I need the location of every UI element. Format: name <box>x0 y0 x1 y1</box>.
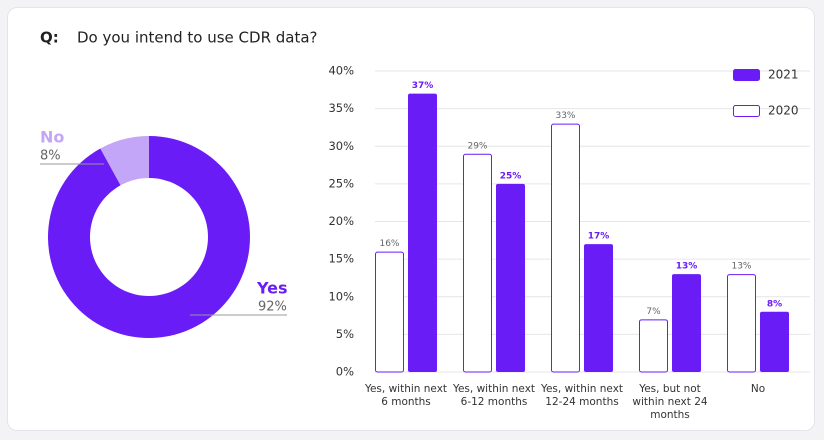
bar <box>463 153 492 373</box>
slice-name: No <box>40 128 64 147</box>
y-tick-label: 15% <box>328 252 354 266</box>
legend-label: 2021 <box>768 68 799 82</box>
bar <box>639 319 668 373</box>
x-tick-label: Yes, within next 12-24 months <box>540 383 624 408</box>
bar <box>375 251 404 373</box>
donut-slice <box>100 136 149 186</box>
bar-value-label: 25% <box>500 171 522 181</box>
y-tick-label: 35% <box>328 101 354 115</box>
slice-value-label: 8% <box>40 149 61 164</box>
y-tick-label: 10% <box>328 289 354 303</box>
y-tick-label: 20% <box>328 214 354 228</box>
bar-value-label: 13% <box>676 262 698 272</box>
bar-value-label: 17% <box>588 232 610 242</box>
bar-value-label: 29% <box>467 141 487 151</box>
legend-label: 2020 <box>768 104 799 118</box>
bar-value-label: 16% <box>379 239 399 249</box>
bar <box>584 244 613 372</box>
legend-swatch <box>733 105 760 117</box>
bar <box>551 123 580 373</box>
donut-slice <box>48 136 251 338</box>
x-tick-label: Yes, within next 6-12 months <box>452 383 536 408</box>
slice-name: Yes <box>256 279 288 298</box>
y-tick-label: 25% <box>328 176 354 190</box>
bar <box>760 311 789 372</box>
x-tick-label: Yes, within next 6 months <box>364 383 448 408</box>
bar-value-label: 7% <box>646 307 661 317</box>
bar-value-label: 37% <box>412 81 434 91</box>
bar <box>727 274 756 373</box>
y-tick-label: 5% <box>336 327 354 341</box>
bar <box>408 93 437 372</box>
legend-swatch <box>733 69 760 81</box>
bar <box>672 274 701 372</box>
y-tick-label: 30% <box>328 139 354 153</box>
question-label: Q: <box>40 29 59 47</box>
y-tick-label: 0% <box>336 365 354 379</box>
x-tick-label: Yes, but not within next 24 months <box>632 383 708 421</box>
bar-value-label: 13% <box>731 262 751 272</box>
chart-title: Do you intend to use CDR data? <box>77 29 318 47</box>
bar-value-label: 33% <box>555 111 575 121</box>
bar <box>496 183 525 372</box>
bar-value-label: 8% <box>767 299 782 309</box>
x-tick-label: No <box>750 383 766 395</box>
slice-value-label: 92% <box>258 300 287 315</box>
y-tick-label: 40% <box>328 64 354 78</box>
